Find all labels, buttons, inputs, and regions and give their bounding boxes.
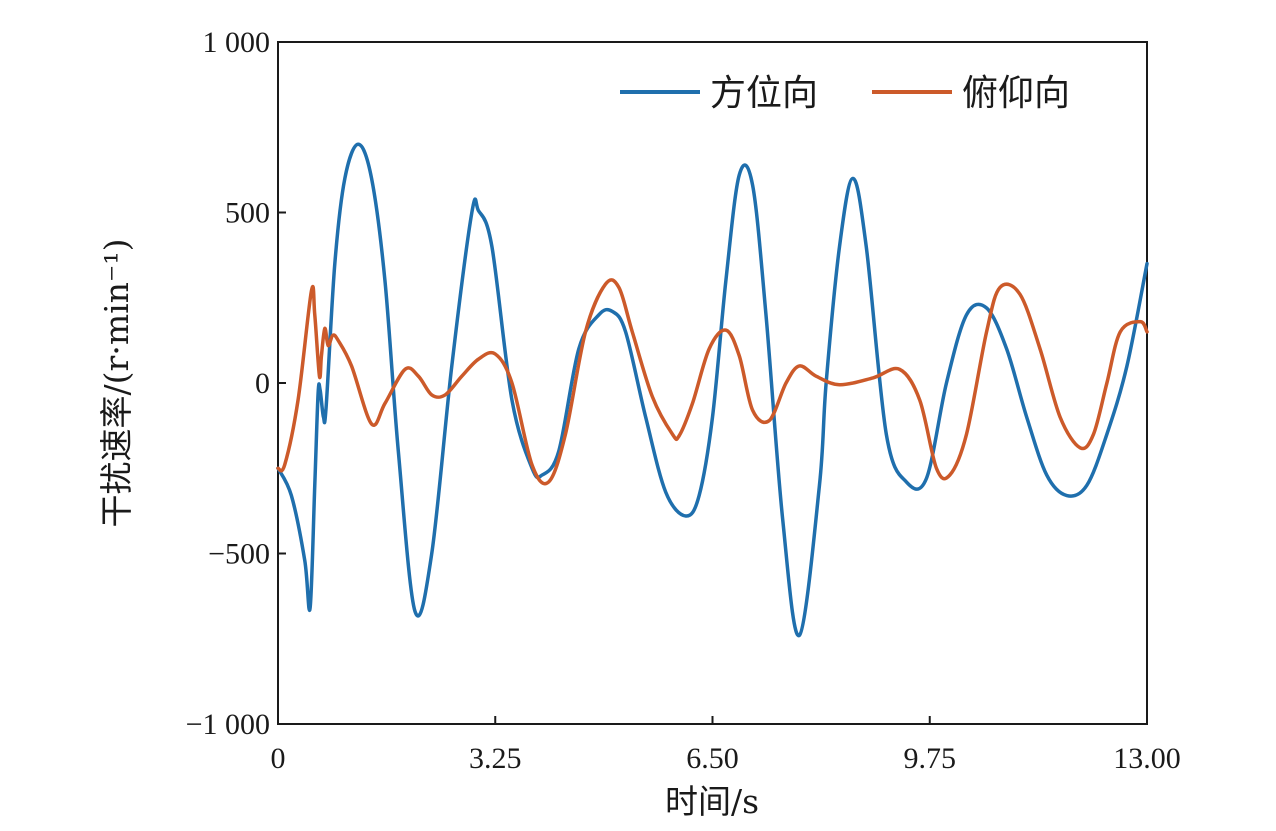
series-layer [276,142,1149,638]
legend-label-elevation: 俯仰向 [962,73,1070,114]
x-tick-label: 3.25 [469,742,522,775]
y-tick-label: 500 [225,197,270,230]
series-azimuth-line [276,142,1149,638]
y-tick-label: −1 000 [186,708,270,741]
x-tick-label: 9.75 [904,742,957,775]
legend: 方位向 俯仰向 [620,73,1070,114]
x-axis-label: 时间/s [665,782,759,821]
y-tick-label: 1 000 [203,26,271,59]
y-axis: −1 000 −500 0 500 1 000 [186,26,286,741]
x-axis: 0 3.25 6.50 9.75 13.00 [271,716,1181,775]
series-elevation-line [276,278,1149,486]
y-tick-label: −500 [208,538,270,571]
y-axis-label: 干扰速率/(r·min⁻¹) [97,239,136,528]
legend-label-azimuth: 方位向 [710,73,818,114]
x-tick-label: 0 [271,742,286,775]
y-tick-label: 0 [255,367,270,400]
x-tick-label: 6.50 [686,742,739,775]
x-tick-label: 13.00 [1113,742,1181,775]
